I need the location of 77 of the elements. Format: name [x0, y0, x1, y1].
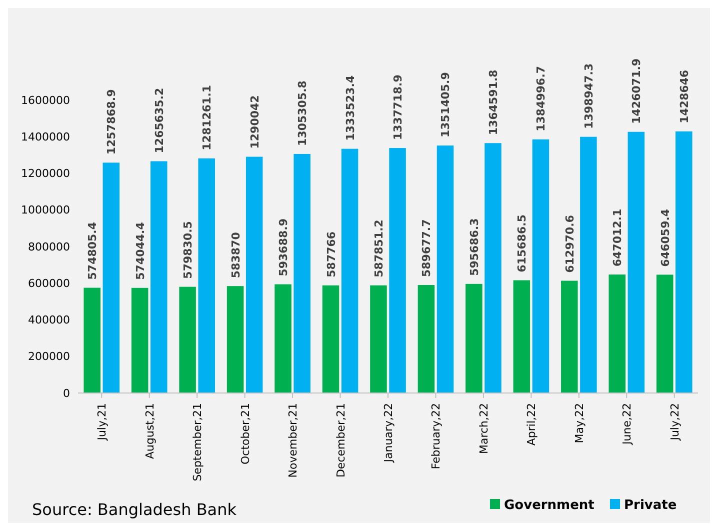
- data-label: 1351405.9: [439, 72, 452, 138]
- data-label: 1364591.8: [486, 70, 500, 136]
- data-label: 593688.9: [277, 218, 290, 276]
- x-tick-label: March,22: [477, 403, 490, 454]
- y-tick-label: 1200000: [21, 167, 70, 180]
- legend-label: Private: [624, 498, 677, 513]
- x-tick-label: October,21: [238, 403, 252, 465]
- bar: [484, 143, 502, 393]
- data-label: 612970.6: [563, 214, 576, 273]
- data-label: 1337718.9: [392, 74, 405, 140]
- x-tick-label: February,22: [430, 403, 443, 470]
- y-tick-label: 200000: [28, 350, 70, 364]
- data-label: 574805.4: [86, 222, 100, 280]
- data-label: 1305305.8: [296, 80, 310, 146]
- data-label: 615686.5: [516, 214, 529, 272]
- x-tick-label: December,21: [334, 403, 348, 478]
- data-label: 1428646: [678, 69, 691, 124]
- x-tick-label: April,22: [525, 403, 538, 446]
- bar: [436, 146, 454, 393]
- bar: [580, 136, 597, 393]
- source-note: Source: Bangladesh Bank: [32, 500, 238, 519]
- bar: [150, 161, 168, 393]
- bar: [628, 132, 645, 393]
- data-label: 1281261.1: [200, 84, 214, 150]
- data-label: 579830.5: [182, 221, 195, 279]
- x-tick-label: September,21: [191, 403, 204, 482]
- bar: [131, 288, 148, 393]
- data-label: 587766: [324, 231, 338, 278]
- bar: [532, 139, 550, 393]
- data-label: 595686.3: [468, 218, 481, 276]
- data-label: 574044.4: [134, 222, 147, 280]
- x-tick-label: July,22: [668, 403, 682, 442]
- bar: [246, 156, 263, 393]
- x-tick-label: May,22: [572, 403, 586, 444]
- x-tick-label: August,21: [143, 403, 156, 459]
- x-tick-label: July,21: [96, 403, 109, 442]
- bar: [84, 288, 100, 393]
- y-tick-label: 800000: [28, 240, 70, 254]
- y-tick-label: 1600000: [21, 94, 70, 107]
- data-label: 1333523.4: [344, 75, 357, 141]
- x-tick-label: January,22: [382, 403, 395, 464]
- y-tick-label: 0: [63, 386, 70, 400]
- bar: [418, 285, 435, 393]
- x-tick-label: November,21: [286, 403, 300, 478]
- data-label: 1257868.9: [105, 89, 118, 155]
- data-label: 1426071.9: [630, 58, 644, 124]
- bar: [676, 131, 692, 393]
- bar: [466, 284, 482, 393]
- bar: [226, 286, 244, 393]
- data-label: 1384996.7: [534, 66, 548, 132]
- data-label: 1398947.3: [582, 63, 596, 129]
- data-label: 647012.1: [611, 208, 624, 267]
- bar: [513, 280, 530, 393]
- data-label: 1265635.2: [152, 88, 166, 154]
- bar: [341, 148, 358, 393]
- data-label: 1290042: [248, 95, 262, 149]
- bar: [608, 274, 626, 393]
- y-tick-label: 1000000: [21, 204, 70, 217]
- bar: [656, 274, 674, 393]
- bar: [370, 285, 387, 393]
- bar: [102, 162, 120, 393]
- legend-label: Government: [504, 498, 594, 513]
- x-tick-label: June,22: [620, 403, 634, 446]
- data-label: 587851.2: [372, 220, 386, 278]
- bar: [198, 158, 215, 393]
- y-tick-label: 400000: [28, 314, 70, 327]
- data-label: 589677.7: [420, 219, 434, 278]
- data-label: 583870: [229, 232, 242, 278]
- bar: [294, 154, 310, 393]
- data-label: 646059.4: [658, 208, 672, 267]
- bar: [179, 286, 196, 393]
- bar: [561, 280, 578, 393]
- bar: [389, 148, 406, 393]
- y-tick-label: 600000: [28, 276, 70, 290]
- y-tick-label: 1400000: [21, 130, 70, 144]
- bar: [322, 285, 340, 393]
- bar: [274, 284, 292, 393]
